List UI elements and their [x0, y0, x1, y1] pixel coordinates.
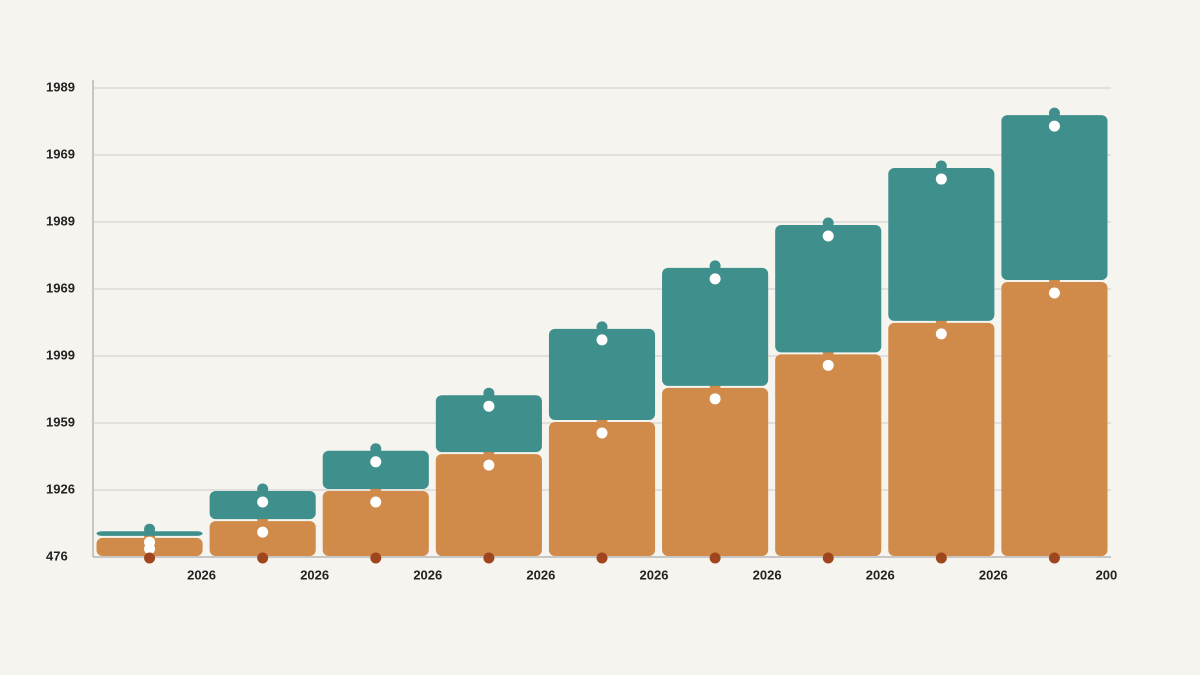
- base-dot: [596, 552, 608, 564]
- segment-dot: [935, 328, 947, 340]
- x-tick-label: 2026: [866, 567, 895, 582]
- segment-top-bump: [822, 217, 834, 229]
- bar-segment: [662, 387, 769, 556]
- y-tick-label: 1999: [46, 347, 75, 362]
- bar-segment: [662, 267, 769, 386]
- segment-dot: [1048, 120, 1060, 132]
- segment-top-bump: [257, 483, 269, 495]
- bar-segment: [1001, 115, 1108, 280]
- base-dot: [822, 552, 834, 564]
- segment-top-bump: [1048, 107, 1060, 119]
- bar-segment: [775, 225, 882, 353]
- x-tick-label: 2026: [640, 567, 669, 582]
- y-tick-label: 1926: [46, 481, 75, 496]
- segment-dot: [709, 393, 721, 405]
- x-tick-label: 200: [1096, 567, 1118, 582]
- segment-dot: [370, 456, 382, 468]
- base-dot: [483, 552, 495, 564]
- segment-dot: [1048, 287, 1060, 299]
- base-dot: [257, 552, 269, 564]
- x-tick-label: 2026: [979, 567, 1008, 582]
- y-tick-label: 476: [46, 548, 68, 563]
- segment-dot: [709, 273, 721, 285]
- bar-segment: [322, 491, 429, 556]
- segment-dot: [822, 230, 834, 242]
- x-tick-label: 2026: [300, 567, 329, 582]
- segment-dot: [257, 526, 269, 538]
- segment-top-bump: [144, 523, 156, 535]
- segment-top-bump: [709, 260, 721, 272]
- base-dot: [935, 552, 947, 564]
- x-tick-label: 2026: [526, 567, 555, 582]
- y-tick-label: 1989: [46, 213, 75, 228]
- x-tick-label: 2026: [187, 567, 216, 582]
- segment-dot: [144, 536, 156, 548]
- segment-dot: [370, 496, 382, 508]
- base-dot: [370, 552, 382, 564]
- x-tick-label: 2026: [413, 567, 442, 582]
- bar-segment: [775, 354, 882, 556]
- segment-dot: [822, 359, 834, 371]
- segment-dot: [935, 173, 947, 185]
- bar-segment: [1001, 281, 1108, 556]
- bar-segment: [888, 322, 995, 556]
- segment-dot: [596, 334, 608, 346]
- bar-segment: [548, 421, 656, 556]
- bar-segment: [209, 521, 316, 556]
- bar-segment: [548, 328, 656, 420]
- segment-dot: [483, 400, 495, 412]
- segment-top-bump: [370, 443, 382, 455]
- base-dot: [144, 552, 156, 564]
- base-dot: [1048, 552, 1060, 564]
- segment-dot: [483, 459, 495, 471]
- segment-dot: [257, 496, 269, 508]
- segment-dot: [596, 427, 608, 439]
- y-tick-label: 1969: [46, 280, 75, 295]
- base-dot: [709, 552, 721, 564]
- y-tick-label: 1989: [46, 79, 75, 94]
- bar-segment: [322, 450, 429, 489]
- segment-top-bump: [483, 387, 495, 399]
- segment-top-bump: [935, 160, 947, 172]
- segment-top-bump: [596, 321, 608, 333]
- bar-segment: [888, 168, 995, 321]
- bar-segment: [435, 454, 542, 556]
- bar-segment: [435, 395, 542, 453]
- y-tick-label: 1959: [46, 414, 75, 429]
- y-tick-label: 1969: [46, 146, 75, 161]
- x-tick-label: 2026: [753, 567, 782, 582]
